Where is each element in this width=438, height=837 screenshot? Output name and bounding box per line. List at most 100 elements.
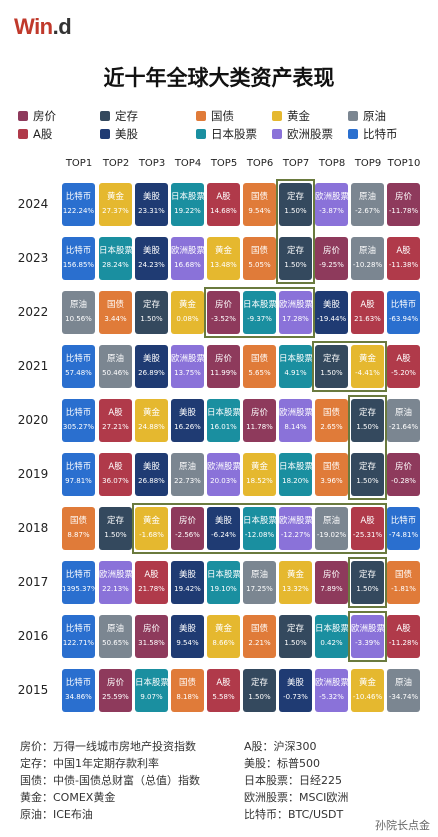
asset-return: 21.63% [354,315,381,323]
asset-return: -12.08% [244,531,275,539]
year-label: 2020 [17,413,49,427]
legend-item: 日本股票 [196,126,257,142]
legend-swatch [196,129,206,139]
asset-cell: 美股 19.42% [171,561,204,604]
asset-name: 房价 [142,624,160,634]
year-label: 2024 [17,197,49,211]
asset-cell: 欧洲股票 -3.39% [351,615,384,658]
asset-name: 比特币 [65,678,92,688]
asset-cell: 比特币 122.71% [62,615,95,658]
asset-return: 5.05% [248,261,271,269]
asset-name: 美股 [142,246,160,256]
asset-return: 1.50% [356,585,379,593]
asset-name: 欧洲股票 [279,408,312,418]
asset-cell: 美股 -19.44% [315,291,348,334]
asset-name: 房价 [394,192,412,202]
asset-return: 11.99% [210,369,237,377]
asset-return: 27.37% [102,207,129,215]
asset-return: 17.25% [246,585,273,593]
legend-item: A股 [18,126,52,142]
asset-return: 0.42% [320,639,343,647]
legend-swatch [272,111,282,121]
asset-name: 美股 [142,192,160,202]
asset-return: 22.73% [174,477,201,485]
asset-return: 3.96% [320,477,343,485]
legend-swatch [348,111,358,121]
asset-cell: 美股 16.26% [171,399,204,442]
asset-cell: 日本股票 -12.08% [243,507,276,550]
asset-return: 57.48% [65,369,92,377]
asset-return: -3.52% [211,315,236,323]
legend-item: 房价 [18,108,56,124]
asset-name: 定存 [286,624,304,634]
year-label: 2019 [17,467,49,481]
asset-name: 黄金 [106,192,124,202]
legend-label: 原油 [363,109,386,123]
asset-return: 27.21% [102,423,129,431]
asset-cell: 国债 3.96% [315,453,348,496]
asset-cell: 黄金 0.08% [171,291,204,334]
asset-return: 18.52% [246,477,273,485]
legend-label: 欧洲股票 [287,127,333,141]
legend-item: 国债 [196,108,234,124]
asset-cell: 原油 -19.02% [315,507,348,550]
asset-name: 比特币 [65,570,92,580]
legend-label: 比特币 [363,127,398,141]
asset-name: 定存 [250,678,268,688]
asset-name: 定存 [142,300,160,310]
asset-name: 比特币 [65,408,92,418]
asset-return: 34.86% [65,693,92,701]
asset-name: 原油 [394,678,412,688]
asset-return: 36.07% [102,477,129,485]
asset-return: 97.81% [65,477,92,485]
asset-cell: 国债 8.87% [62,507,95,550]
asset-name: 房价 [394,462,412,472]
asset-cell: 美股 24.23% [135,237,168,280]
asset-name: 欧洲股票 [99,570,132,580]
asset-return: -74.81% [388,531,419,539]
asset-name: 美股 [178,624,196,634]
asset-return: 24.88% [138,423,165,431]
legend-item: 欧洲股票 [272,126,333,142]
asset-cell: 比特币 305.27% [62,399,95,442]
rank-header: TOP7 [282,158,310,169]
asset-return: 14.68% [210,207,237,215]
asset-name: 国债 [69,516,87,526]
asset-cell: 日本股票 28.24% [99,237,132,280]
asset-name: 国债 [250,246,268,256]
asset-name: 原油 [106,354,124,364]
wind-logo: Win.d [14,14,72,40]
legend-item: 美股 [100,126,138,142]
asset-return: 19.10% [210,585,237,593]
asset-name: 房价 [250,408,268,418]
legend-swatch [100,129,110,139]
rank-header: TOP6 [246,158,274,169]
asset-name: 房价 [322,570,340,580]
asset-return: 31.58% [138,639,165,647]
asset-cell: 定存 1.50% [99,507,132,550]
asset-name: 比特币 [65,624,92,634]
asset-name: 黄金 [214,624,232,634]
asset-name: 黄金 [142,408,160,418]
asset-return: -0.73% [283,693,308,701]
asset-cell: 美股 26.88% [135,453,168,496]
asset-name: 美股 [214,516,232,526]
asset-cell: 国债 9.54% [243,183,276,226]
year-label: 2017 [17,575,49,589]
asset-name: 美股 [142,462,160,472]
year-label: 2021 [17,359,49,373]
asset-cell: 国债 3.44% [99,291,132,334]
asset-cell: 美股 -6.24% [207,507,240,550]
asset-return: 1.50% [140,315,163,323]
asset-return: 1.50% [356,477,379,485]
asset-return: 8.18% [176,693,199,701]
asset-return: 21.78% [138,585,165,593]
asset-name: 黄金 [250,462,268,472]
asset-cell: A股 27.21% [99,399,132,442]
source-note: 原油：ICE布油 [20,808,93,821]
asset-name: 原油 [358,246,376,256]
asset-cell: 国债 2.21% [243,615,276,658]
asset-return: -19.02% [316,531,347,539]
asset-return: 1395.37% [62,585,95,593]
asset-name: 日本股票 [207,408,240,418]
